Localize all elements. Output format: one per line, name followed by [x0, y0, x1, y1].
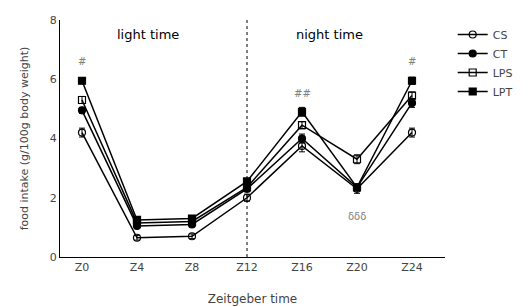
svg-text:food intake (g/100g body weigh: food intake (g/100g body weight) [18, 47, 31, 231]
svg-text:#: # [78, 56, 86, 67]
svg-text:Z0: Z0 [75, 261, 90, 274]
svg-text:8: 8 [50, 14, 57, 27]
svg-text:Z8: Z8 [185, 261, 200, 274]
svg-text:Z16: Z16 [291, 261, 313, 274]
svg-text:##: ## [294, 88, 311, 99]
svg-text:#: # [408, 56, 416, 67]
svg-text:light time: light time [117, 27, 179, 42]
svg-text:2: 2 [50, 192, 57, 205]
svg-text:CS: CS [493, 29, 508, 42]
svg-text:CT: CT [493, 48, 508, 61]
svg-text:6: 6 [50, 73, 57, 86]
svg-text:Z24: Z24 [401, 261, 423, 274]
svg-text:Z4: Z4 [130, 261, 145, 274]
svg-text:0: 0 [50, 251, 57, 264]
svg-text:Zeitgeber time: Zeitgeber time [208, 292, 298, 306]
svg-text:δδδ: δδδ [348, 211, 366, 222]
svg-text:4: 4 [50, 132, 57, 145]
svg-text:LPS: LPS [493, 67, 513, 80]
svg-text:Z20: Z20 [346, 261, 368, 274]
svg-text:LPT: LPT [493, 86, 513, 99]
svg-text:Z12: Z12 [236, 261, 258, 274]
svg-text:night time: night time [296, 27, 363, 42]
